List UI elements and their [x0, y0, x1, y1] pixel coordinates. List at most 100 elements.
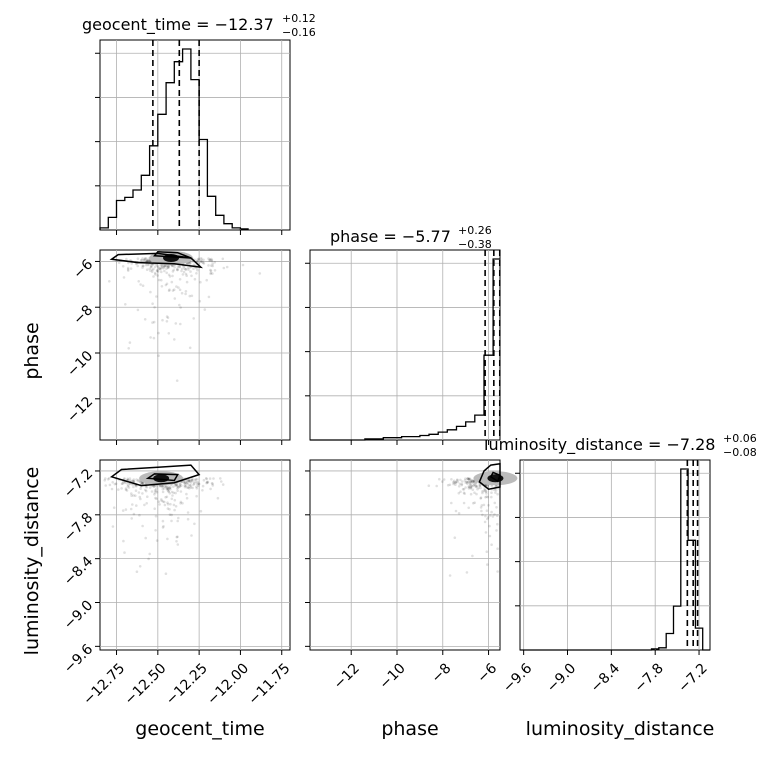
sample-point — [213, 261, 217, 264]
sample-point — [179, 500, 183, 504]
sample-point — [157, 278, 161, 282]
sample-point — [178, 485, 182, 488]
sample-point — [127, 486, 131, 489]
sample-point — [126, 478, 130, 482]
sample-point — [178, 288, 182, 292]
sample-point — [486, 517, 489, 521]
sample-point — [210, 257, 213, 261]
sample-point — [161, 487, 165, 491]
sample-point — [163, 264, 167, 268]
sample-point — [151, 302, 154, 306]
sample-point — [185, 481, 189, 485]
ticklabel-x-phase-2: −8 — [429, 660, 455, 686]
sample-point — [154, 487, 158, 491]
sample-point — [460, 483, 464, 487]
sample-point — [188, 262, 191, 266]
sample-point — [207, 295, 211, 299]
title-phase: phase = −5.77 — [330, 227, 451, 246]
sample-point — [469, 485, 473, 489]
sample-point — [153, 491, 157, 494]
ylabel-phase: phase — [21, 322, 43, 379]
sample-point — [134, 494, 137, 498]
sample-point — [176, 543, 180, 546]
sample-point — [106, 478, 110, 481]
sample-point — [156, 274, 159, 277]
sample-point — [172, 268, 175, 272]
sample-point — [464, 486, 467, 489]
sample-point — [457, 512, 461, 515]
sample-point — [175, 379, 179, 383]
sample-point — [201, 261, 205, 265]
sample-point — [488, 534, 492, 538]
ticklabel-x-geocent_time-4: −11.75 — [246, 660, 294, 708]
sample-point — [452, 480, 455, 484]
sample-point — [159, 267, 162, 271]
sample-point — [171, 264, 174, 268]
sample-point — [160, 498, 163, 501]
sample-point — [183, 481, 186, 485]
sample-point — [171, 264, 175, 268]
sample-point — [209, 269, 213, 273]
sample-point — [472, 501, 475, 505]
sample-point — [485, 495, 488, 499]
sample-point — [186, 478, 190, 482]
sample-point — [474, 481, 477, 485]
sample-point — [104, 477, 107, 480]
sample-point — [463, 492, 466, 496]
sample-point — [147, 557, 150, 561]
contour-geocent_time-luminosity_distance-1 — [145, 473, 179, 482]
sample-point — [209, 268, 212, 272]
sample-point — [493, 513, 496, 516]
sample-point — [241, 263, 245, 267]
sample-point — [258, 272, 262, 275]
sample-point — [126, 477, 129, 481]
sample-point — [134, 484, 138, 488]
sample-point — [442, 478, 446, 481]
sample-point — [485, 550, 489, 553]
sample-point — [475, 485, 478, 489]
sample-point — [452, 481, 456, 485]
sample-point — [166, 501, 169, 505]
sample-point — [131, 503, 134, 506]
sample-point — [145, 259, 148, 263]
sample-point — [154, 529, 157, 532]
sample-point — [200, 258, 203, 261]
title-luminosity-distance: luminosity_distance = −7.28 — [484, 435, 715, 455]
sample-point — [480, 504, 484, 507]
sample-point — [184, 267, 187, 271]
sample-point — [164, 572, 168, 575]
sample-point — [108, 280, 111, 283]
sample-point — [154, 489, 158, 493]
sample-point — [479, 486, 482, 490]
sample-point — [197, 257, 201, 261]
sample-point — [174, 483, 178, 487]
sample-point — [211, 484, 215, 487]
sample-point — [184, 272, 188, 276]
sample-point — [176, 265, 180, 268]
sample-point — [103, 479, 106, 482]
sample-point — [475, 492, 478, 496]
sample-point — [190, 274, 193, 278]
sample-point — [139, 497, 142, 501]
sample-point — [495, 529, 498, 532]
sample-point — [454, 483, 457, 487]
sample-point — [136, 257, 140, 261]
sample-point — [147, 258, 150, 262]
sample-point — [174, 491, 177, 495]
sample-point — [189, 486, 193, 489]
sample-point — [181, 502, 184, 505]
panel-geocent_time-luminosity_distance — [99, 459, 291, 651]
ticklabel-x-phase-1: −10 — [377, 660, 409, 692]
sample-point — [196, 482, 199, 486]
sample-point — [111, 525, 115, 528]
sample-point — [163, 500, 166, 504]
sample-point — [130, 262, 133, 265]
sample-point — [145, 259, 149, 262]
sample-point — [173, 266, 176, 269]
sample-point — [187, 268, 190, 271]
sample-point — [162, 267, 165, 270]
sample-point — [120, 482, 124, 486]
sample-point — [456, 480, 460, 484]
title-geocent-time-plus: +0.12 — [282, 12, 316, 25]
sample-point — [158, 503, 161, 506]
